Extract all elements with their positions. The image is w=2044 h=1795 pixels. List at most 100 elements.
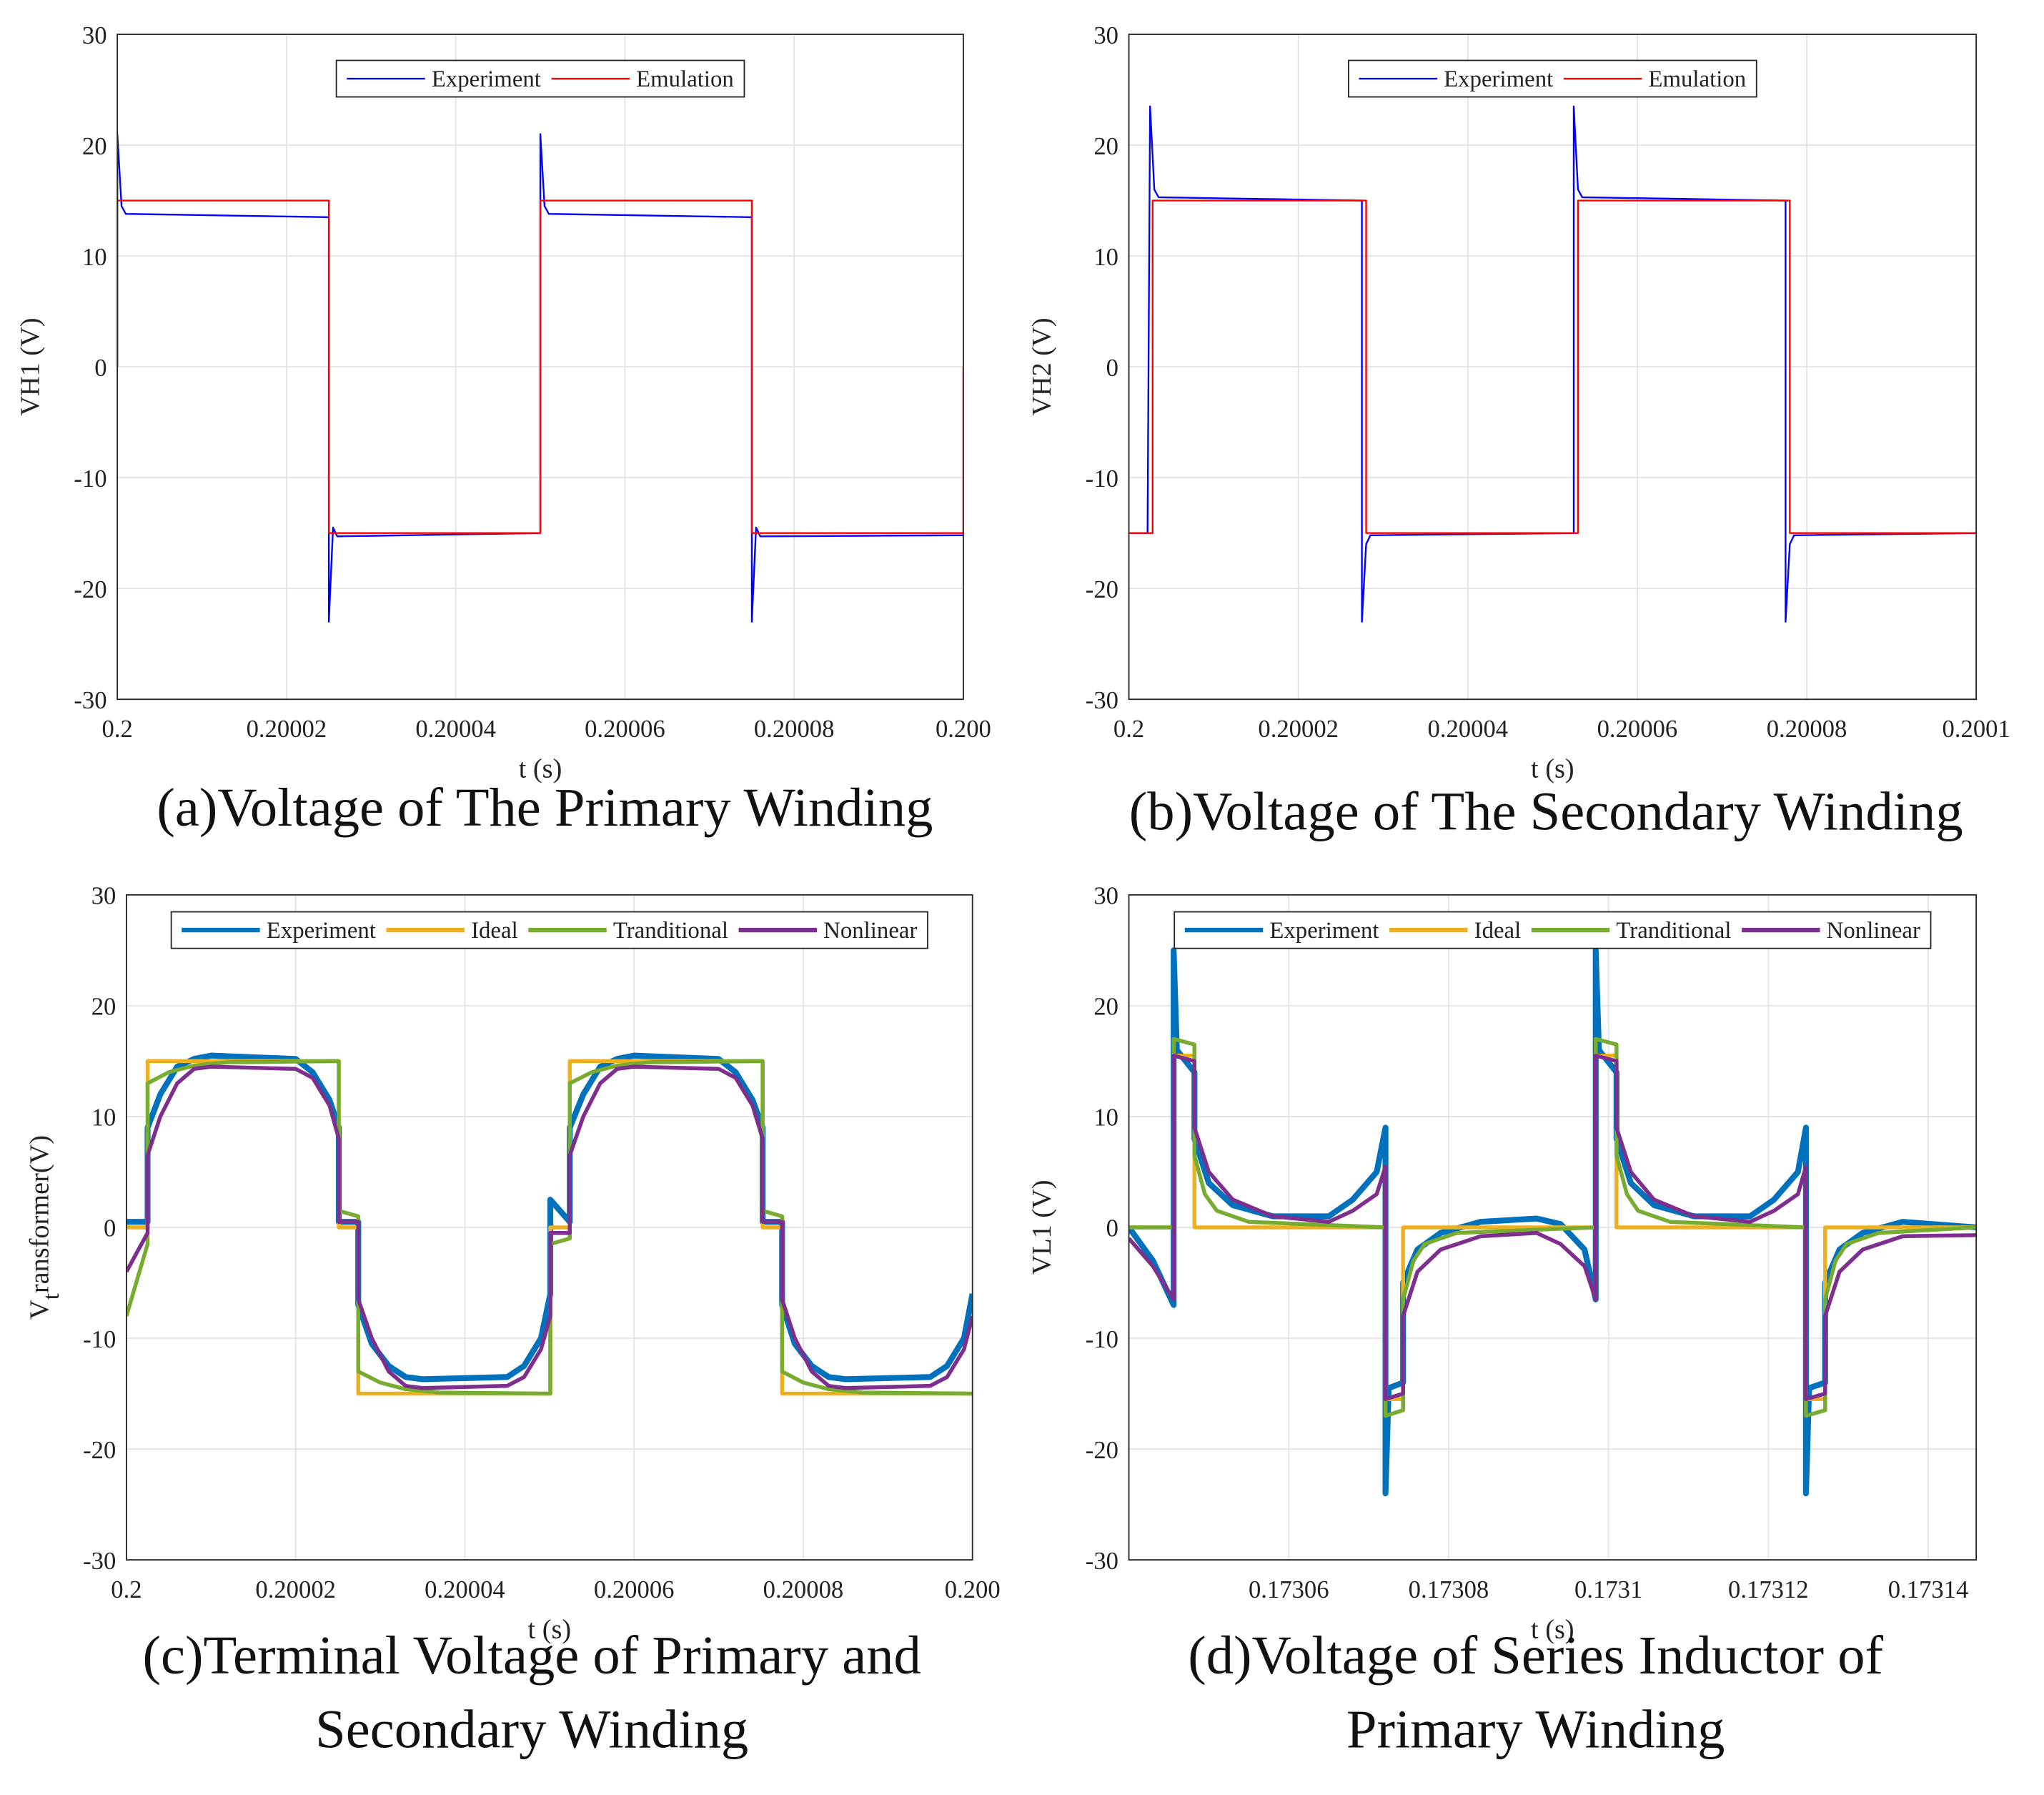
legend-label: Experiment xyxy=(1269,918,1379,944)
legend-label: Nonlinear xyxy=(823,918,917,944)
y-axis-label-part: V xyxy=(24,1300,54,1320)
y-tick-label: 10 xyxy=(1093,1104,1118,1132)
legend-label: Nonlinear xyxy=(1827,918,1920,944)
y-tick-label: -10 xyxy=(83,1326,116,1353)
legend: Experiment Ideal Tranditional Nonlinear xyxy=(170,911,928,949)
caption: Primary Winding xyxy=(1346,1699,1725,1760)
x-axis-label: t (s) xyxy=(1531,754,1574,784)
x-tick-label: 0.17308 xyxy=(1409,1576,1489,1603)
y-axis-label-part: ransformer(V) xyxy=(24,1135,54,1293)
caption: (a)Voltage of The Primary Winding xyxy=(157,777,933,838)
y-tick-label: 20 xyxy=(1093,133,1118,160)
y-tick-label: 0 xyxy=(94,355,106,382)
data-line xyxy=(1128,199,1977,534)
plot-lines xyxy=(1128,105,1977,623)
x-tick-label: 0.17312 xyxy=(1728,1576,1809,1603)
y-tick-label: -10 xyxy=(1086,1326,1118,1353)
subplot: -30 -20 -10 0 10 20 30 0.2 0.20002 0.20004 0.20006… xyxy=(24,883,1000,1760)
y-tick-label: -20 xyxy=(74,576,106,603)
y-tick-label: -10 xyxy=(1086,465,1118,493)
legend: Experiment Emulation xyxy=(335,59,745,98)
y-tick-label: -20 xyxy=(1086,576,1118,603)
y-axis-label: VH2 (V) xyxy=(1027,318,1057,416)
legend-label: Tranditional xyxy=(1616,918,1731,944)
x-tick-label: 0.20006 xyxy=(585,716,665,743)
axes-frame xyxy=(116,34,964,701)
y-tick-label: 20 xyxy=(82,133,107,160)
x-tick-label: 0.17306 xyxy=(1249,1576,1329,1603)
y-axis-label: VL1 (V) xyxy=(1027,1180,1057,1275)
y-tick-label: -30 xyxy=(83,1548,116,1575)
y-axis-label: VH1 (V) xyxy=(16,318,46,416)
legend: Experiment Ideal Tranditional Nonlinear xyxy=(1174,911,1932,949)
legend-label: Experiment xyxy=(267,918,376,944)
x-tick-label: 0.20004 xyxy=(1428,716,1509,743)
x-tick-label: 0.17314 xyxy=(1888,1576,1969,1603)
subplot: -30 -20 -10 0 10 20 30 0.17306 0.17308 0.1731 0.17… xyxy=(1027,883,1978,1760)
y-tick-label: 30 xyxy=(1093,22,1118,49)
plot-lines xyxy=(126,1052,973,1396)
y-tick-label: -10 xyxy=(74,465,106,493)
y-tick-label: 0 xyxy=(104,1215,116,1242)
x-axis-label: t (s) xyxy=(1531,1615,1574,1645)
x-tick-label: 0.200 xyxy=(945,1576,1001,1603)
y-tick-label: 10 xyxy=(82,244,107,271)
data-line xyxy=(1128,1053,1977,1402)
plot-lines xyxy=(1128,947,1977,1497)
y-tick-label: -20 xyxy=(1086,1437,1118,1464)
x-tick-label: 0.2 xyxy=(102,716,133,743)
x-tick-label: 0.20006 xyxy=(1597,716,1678,743)
x-tick-label: 0.2001 xyxy=(1943,716,2010,743)
y-tick-label: 30 xyxy=(1093,883,1118,910)
y-tick-label: 10 xyxy=(91,1104,116,1132)
subplot: -30 -20 -10 0 10 20 30 0.2 0.20002 0.20004 0.20006… xyxy=(1027,22,2010,842)
x-tick-label: 0.2 xyxy=(1113,716,1144,743)
y-tick-label: -30 xyxy=(74,687,106,714)
legend-label: Emulation xyxy=(636,66,734,92)
y-tick-label: 20 xyxy=(1093,994,1118,1021)
legend-label: Ideal xyxy=(1474,918,1522,944)
x-axis-label: t (s) xyxy=(527,1615,571,1645)
y-tick-label: 10 xyxy=(1093,244,1118,271)
y-tick-label: 20 xyxy=(91,994,116,1021)
y-tick-label: -30 xyxy=(1086,687,1118,714)
caption: Secondary Winding xyxy=(315,1699,748,1760)
x-axis-label: t (s) xyxy=(519,754,562,784)
subplot: -30 -20 -10 0 10 20 30 0.2 0.20002 0.20004 0.20006… xyxy=(16,22,991,838)
y-axis-label: Vtransformer(V) xyxy=(24,1135,64,1320)
y-tick-label: 0 xyxy=(1106,355,1118,382)
x-tick-label: 0.20006 xyxy=(594,1576,675,1603)
caption: (c)Terminal Voltage of Primary and xyxy=(143,1625,921,1686)
legend-label: Ideal xyxy=(471,918,518,944)
x-tick-label: 0.20002 xyxy=(247,716,327,743)
caption: (d)Voltage of Series Inductor of xyxy=(1188,1625,1883,1686)
x-tick-label: 0.20004 xyxy=(415,716,496,743)
x-tick-label: 0.20008 xyxy=(754,716,835,743)
x-tick-label: 0.20002 xyxy=(255,1576,336,1603)
legend-label: Experiment xyxy=(1444,66,1553,92)
legend-label: Emulation xyxy=(1648,66,1746,92)
x-tick-label: 0.2 xyxy=(111,1576,142,1603)
x-tick-label: 0.1731 xyxy=(1574,1576,1642,1603)
y-tick-label: 0 xyxy=(1106,1215,1118,1242)
axes-frame xyxy=(1128,894,1978,1561)
plot-lines xyxy=(117,133,963,623)
y-tick-label: 30 xyxy=(82,22,107,49)
data-line xyxy=(1128,105,1977,623)
x-tick-label: 0.200 xyxy=(936,716,991,743)
x-tick-label: 0.20008 xyxy=(763,1576,844,1603)
data-line xyxy=(126,1064,973,1390)
y-tick-label: -20 xyxy=(83,1437,116,1464)
x-tick-label: 0.20004 xyxy=(425,1576,505,1603)
legend-label: Experiment xyxy=(432,66,541,92)
y-axis-label-part: t xyxy=(39,1293,64,1300)
legend-label: Tranditional xyxy=(613,918,728,944)
axes-frame xyxy=(1128,34,1978,701)
axes-frame xyxy=(126,894,973,1561)
y-tick-label: -30 xyxy=(1086,1548,1118,1575)
y-tick-label: 30 xyxy=(91,883,116,910)
data-line xyxy=(117,199,963,534)
data-line xyxy=(1128,947,1977,1497)
legend: Experiment Emulation xyxy=(1348,59,1757,98)
